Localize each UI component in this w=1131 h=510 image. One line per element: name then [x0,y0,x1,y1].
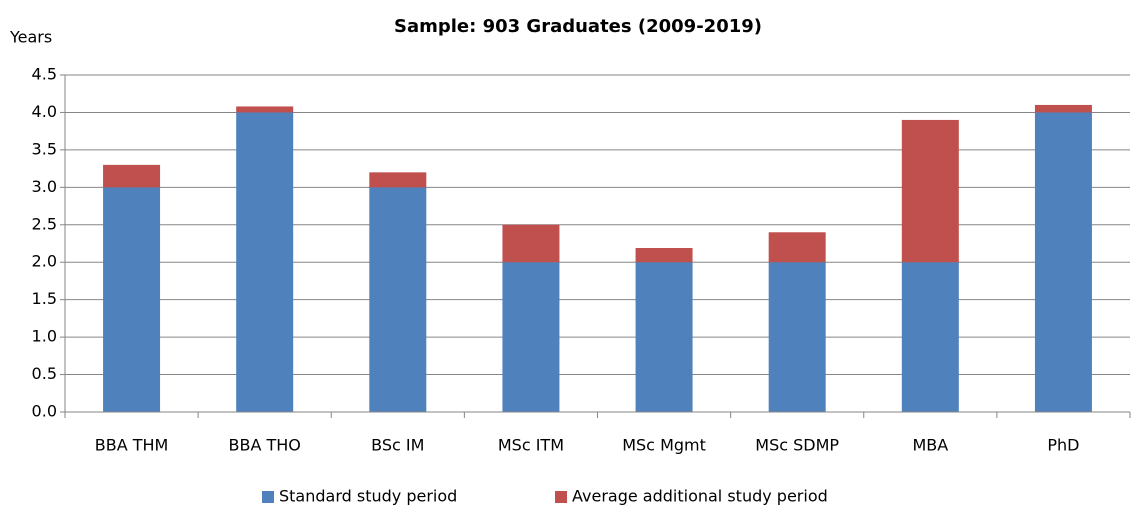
bar-segment [768,262,826,412]
x-tick-label: BBA THM [95,436,169,455]
bar-segment [369,187,427,412]
bar-segment [1034,104,1092,113]
x-tick-label: MBA [912,436,948,455]
y-tick-label: 3.0 [32,177,57,196]
legend-label: Standard study period [279,487,457,506]
x-tick-label: BSc IM [371,436,424,455]
x-tick-label: MSc ITM [498,436,564,455]
bar-segment [103,187,161,412]
y-tick-label: 4.5 [32,65,57,84]
legend-swatch [262,491,274,503]
bar-segment [635,247,693,263]
y-tick-label: 0.5 [32,364,57,383]
y-tick-label: 2.0 [32,252,57,271]
x-tick-label: MSc Mgmt [622,436,706,455]
y-axis-label: Years [9,28,52,47]
y-tick-label: 1.0 [32,327,57,346]
y-tick-label: 4.0 [32,102,57,121]
bar-segment [502,224,560,263]
bar-segment [502,262,560,412]
x-tick-label: MSc SDMP [755,436,839,455]
bar-segment [768,232,826,263]
bar-segment [369,172,427,188]
legend-label: Average additional study period [572,487,828,506]
y-tick-label: 3.5 [32,139,57,158]
x-tick-label: BBA THO [228,436,300,455]
bar-segment [901,262,959,412]
bar-segment [103,164,161,188]
chart-title: Sample: 903 Graduates (2009-2019) [394,16,762,37]
bar-segment [236,106,294,113]
y-tick-label: 2.5 [32,214,57,233]
legend-swatch [555,491,567,503]
bar-segment [901,119,959,263]
y-tick-label: 1.5 [32,289,57,308]
x-tick-label: PhD [1047,436,1079,455]
bar-segment [236,112,294,412]
bar-segment [635,262,693,412]
y-tick-label: 0.0 [32,402,57,421]
bar-segment [1034,112,1092,412]
